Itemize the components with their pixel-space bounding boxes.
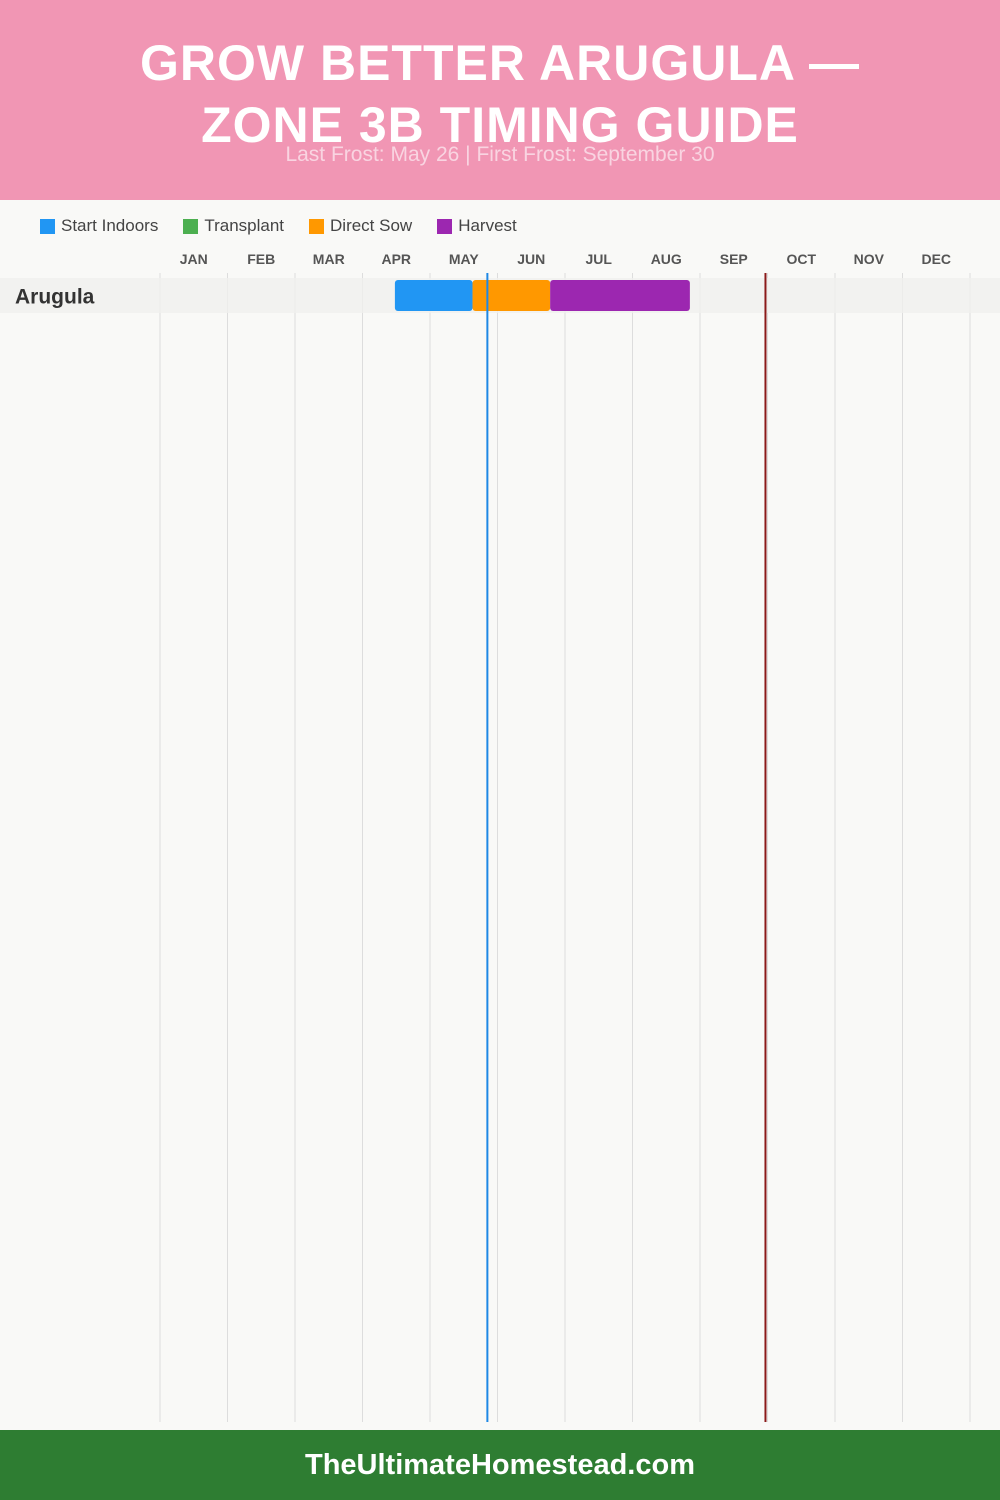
legend-swatch-transplant [183,218,199,234]
legend-swatch-harvest [437,218,453,234]
legend-label: Direct Sow [330,216,413,235]
legend-item-harvest: Harvest [437,216,517,236]
header-banner: GROW BETTER ARUGULA — ZONE 3B TIMING GUI… [0,0,1000,200]
legend-swatch-start-indoors [40,218,55,234]
frost-dates-subtitle: Last Frost: May 26 | First Frost: Septem… [285,143,715,166]
legend: Start Indoors Transplant Direct Sow Harv… [40,214,542,238]
page-title: GROW BETTER ARUGULA — ZONE 3B TIMING GUI… [0,32,1000,156]
month-tick-label: NOV [854,251,885,267]
bar-segment-direct-sow [472,280,551,311]
title-line-1: GROW BETTER ARUGULA — [139,35,861,91]
month-tick-label: MAY [449,251,479,267]
month-tick-label: MAR [313,251,345,267]
month-tick-label: OCT [786,251,816,267]
month-tick-label: DEC [921,251,951,267]
legend-label: Harvest [458,216,517,235]
month-tick-label: SEP [720,251,748,267]
legend-item-start-indoors: Start Indoors [40,216,158,236]
footer-website[interactable]: TheUltimateHomestead.com [305,1449,695,1481]
bar-segment-start-indoors [394,280,473,311]
legend-swatch-direct-sow [309,218,325,234]
month-tick-label: APR [381,251,411,267]
title-line-2: ZONE 3B TIMING GUIDE [201,97,799,153]
legend-label: Start Indoors [61,216,159,235]
legend-item-transplant: Transplant [183,216,284,236]
footer-banner: TheUltimateHomestead.com [0,1430,1000,1500]
month-tick-label: FEB [247,251,275,267]
legend-item-direct-sow: Direct Sow [309,216,412,236]
planting-timeline-chart: JAN FEB MAR APR MAY JUN JUL AUG SEP OCT NOV DEC Arug… [0,251,1000,1422]
month-tick-label: JUL [586,251,613,267]
month-tick-label: AUG [651,251,682,267]
row-label: Arugula [15,286,95,309]
legend-label: Transplant [204,216,285,235]
month-tick-label: JUN [517,251,545,267]
bar-segment-harvest [550,280,690,311]
month-tick-label: JAN [180,251,208,267]
